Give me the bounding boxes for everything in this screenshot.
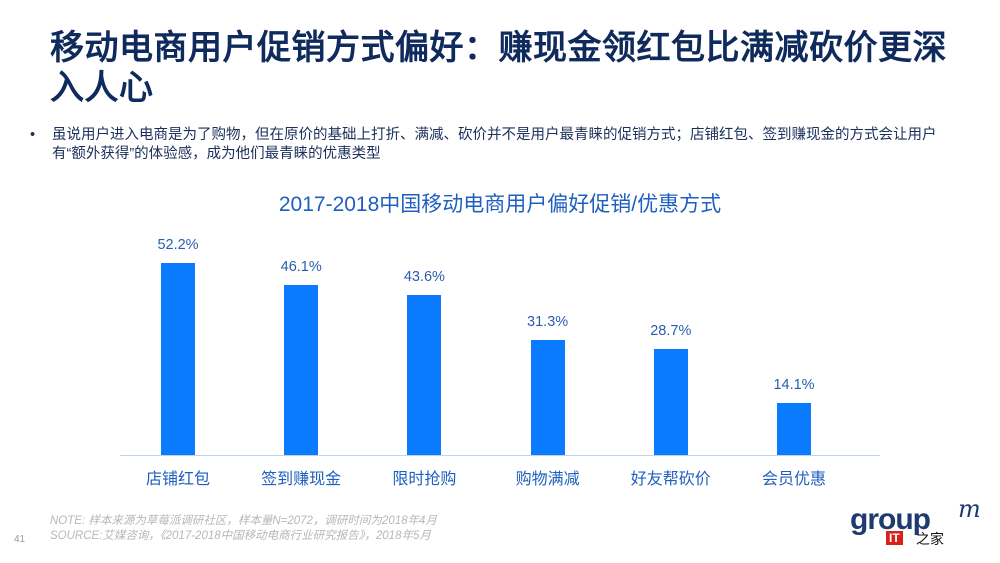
x-axis-line <box>120 455 880 456</box>
logo-brand: group <box>850 503 931 536</box>
page-number: 41 <box>14 534 26 545</box>
bar <box>284 285 319 455</box>
chart-title: 2017-2018中国移动电商用户偏好促销/优惠方式 <box>278 193 722 216</box>
bar <box>530 339 565 455</box>
footnote: NOTE: 样本来源为草莓派调研社区，样本量N=2072，调研时间为2018年4… <box>50 514 437 544</box>
bar-chart: 52.2% 店铺红包 46.1% 签到赚现金 43.6% 限时抢购 31.3% 购物满减 28.… <box>120 230 880 490</box>
value-label: 31.3% <box>527 313 569 330</box>
value-label: 46.1% <box>280 259 322 276</box>
logo-brand-m: m <box>958 495 981 523</box>
value-label: 43.6% <box>403 268 445 285</box>
bullet-icon: • <box>30 127 36 143</box>
category-label: 限时抢购 <box>392 471 457 488</box>
bar <box>161 263 195 455</box>
page-title: 移动电商用户促销方式偏好：赚现金领红包比满减砍价更深入人心 <box>50 29 947 107</box>
value-label: 28.7% <box>650 323 692 340</box>
ithome-badge-icon: IT <box>886 531 903 545</box>
bullet-point: • 虽说用户进入电商是为了购物，但在原价的基础上打折、满减、砍价并不是用户最青睐… <box>30 126 960 164</box>
note-text: NOTE: 样本来源为草莓派调研社区，样本量N=2072，调研时间为2018年4… <box>50 515 437 527</box>
bar <box>777 403 811 455</box>
source-text: SOURCE:艾媒咨询，《2017-2018中国移动电商行业研究报告》，2018… <box>50 530 431 542</box>
category-label: 会员优惠 <box>761 471 826 488</box>
category-label: 购物满减 <box>515 471 580 488</box>
category-label: 签到赚现金 <box>261 471 342 488</box>
bullet-text: 虽说用户进入电商是为了购物，但在原价的基础上打折、满减、砍价并不是用户最青睐的促… <box>52 127 937 162</box>
value-label: 14.1% <box>773 377 815 394</box>
ithome-text: 之家 <box>916 532 944 548</box>
bar <box>407 294 442 455</box>
category-label: 店铺红包 <box>145 471 210 488</box>
value-label: 52.2% <box>157 237 199 253</box>
bar <box>653 349 688 455</box>
category-label: 好友帮砍价 <box>630 471 711 488</box>
groupm-logo: group m IT 之家 <box>850 495 990 555</box>
